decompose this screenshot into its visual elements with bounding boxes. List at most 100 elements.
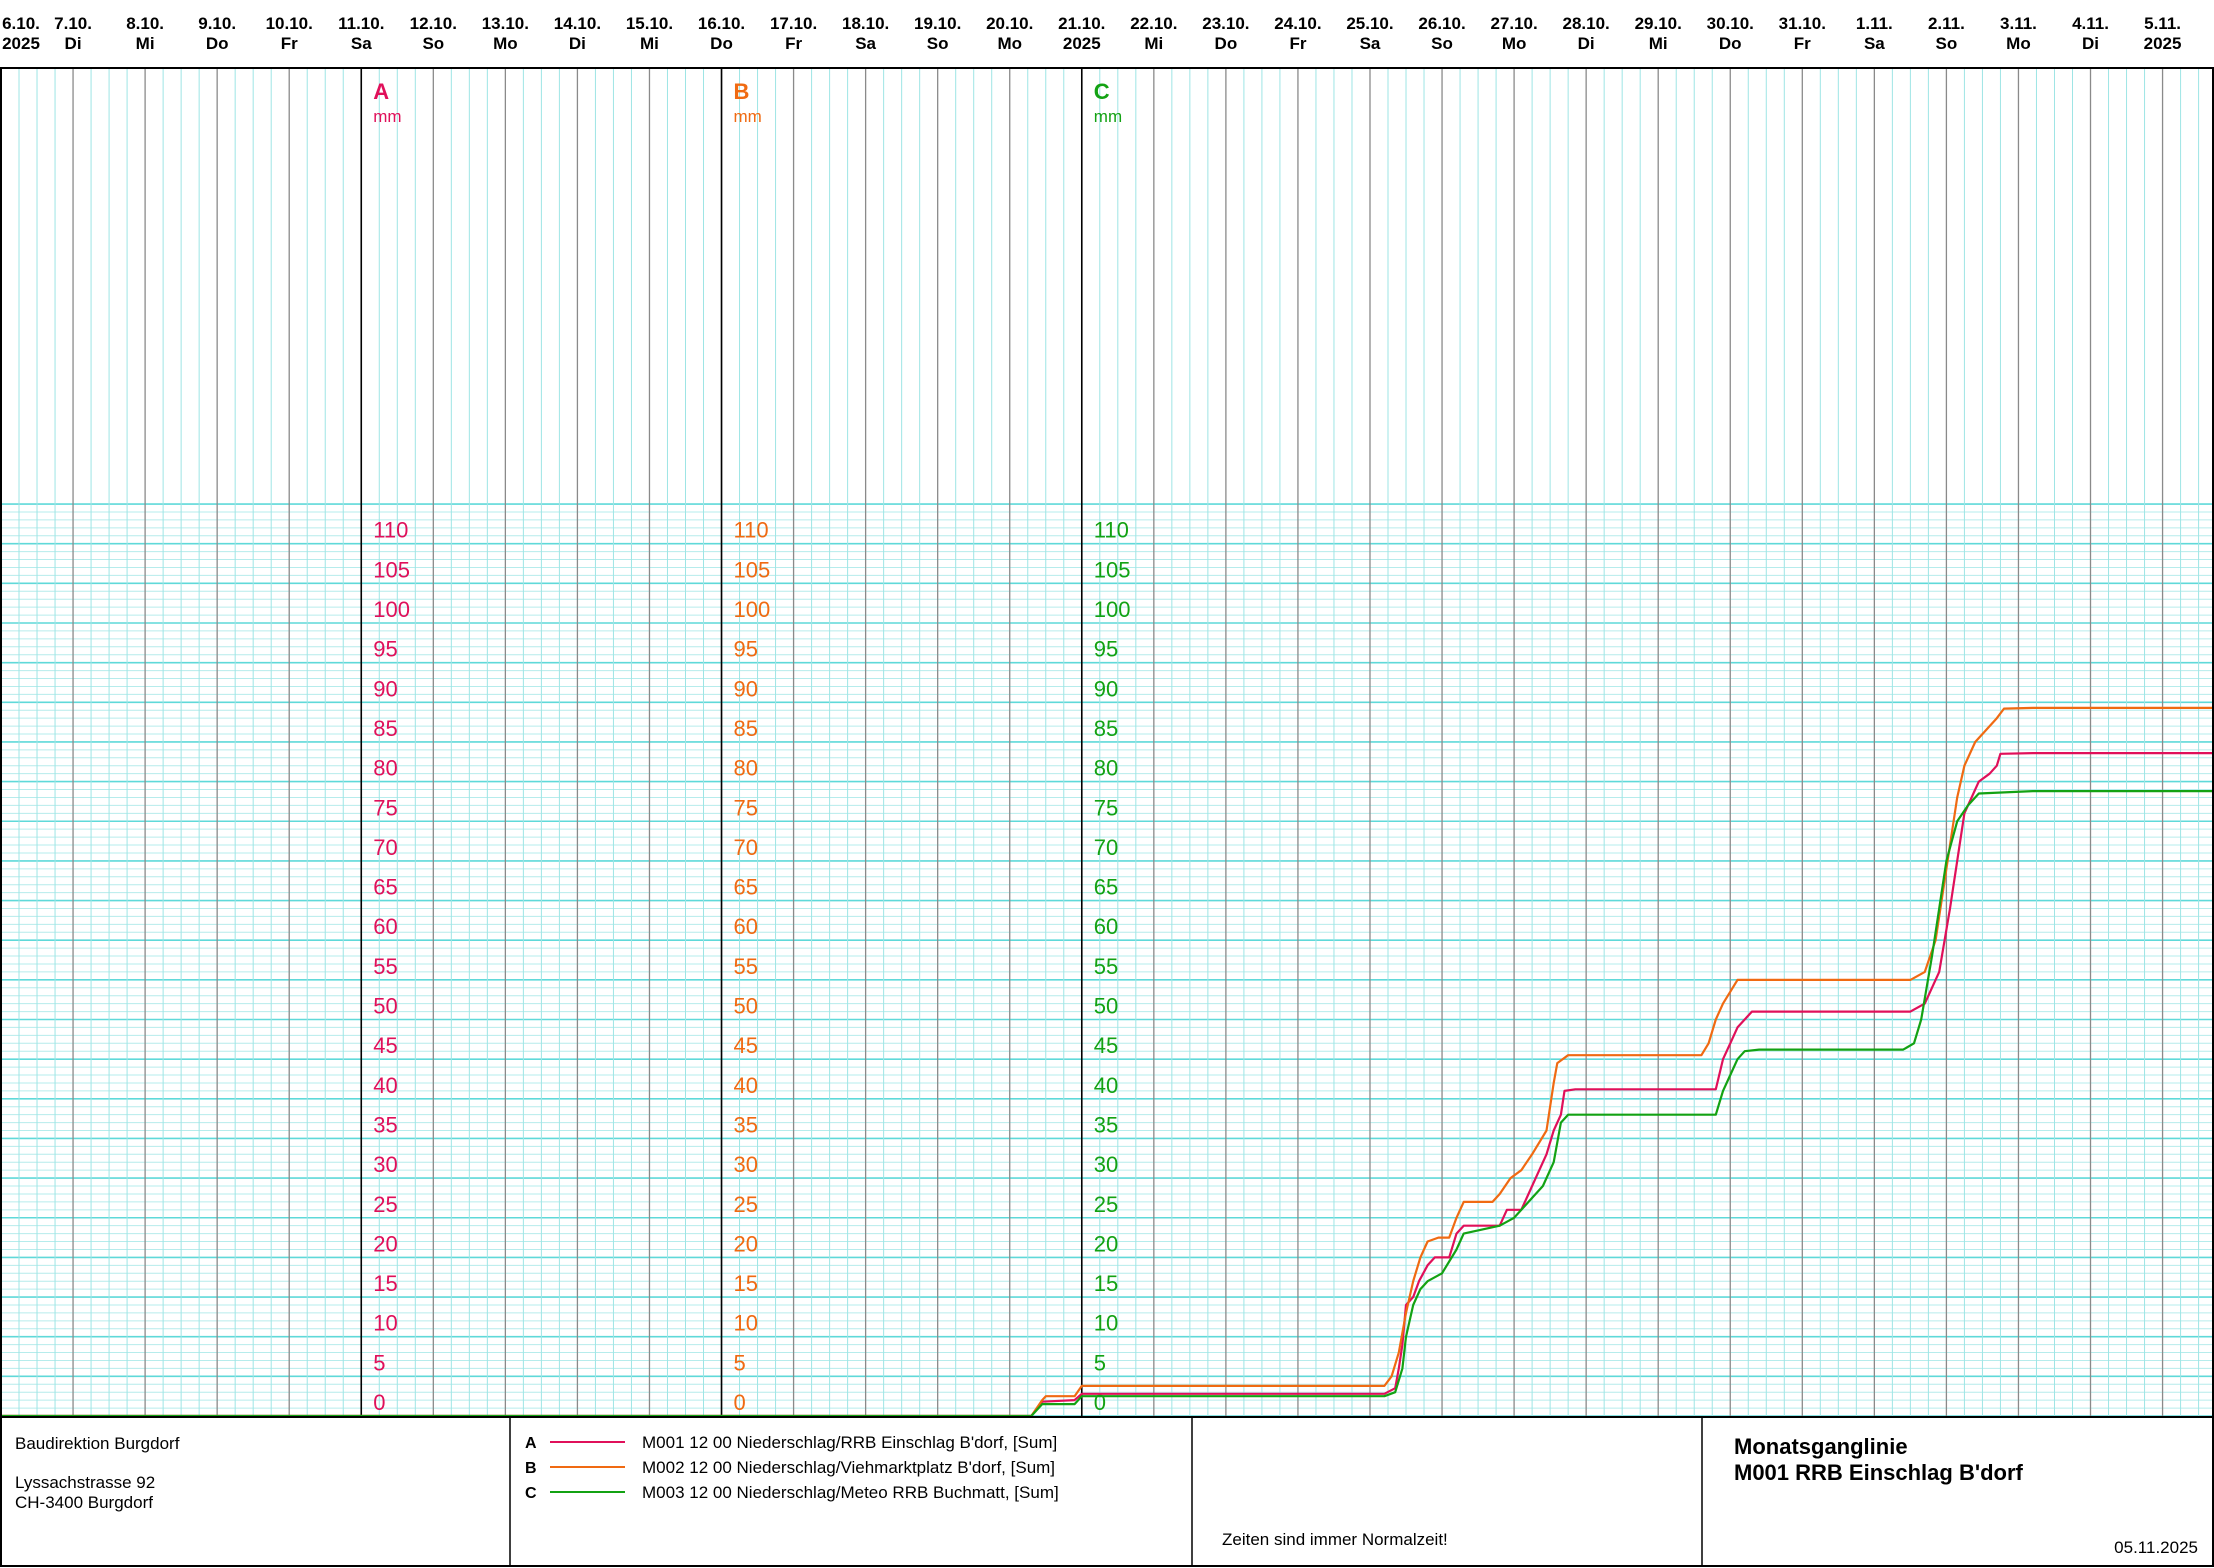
header-date: 7.10. [54, 14, 92, 33]
header-weekday: 2025 [2, 34, 40, 53]
legend-entry: M001 12 00 Niederschlag/RRB Einschlag B'… [642, 1433, 1057, 1452]
header-date: 1.11. [1856, 14, 1893, 33]
y-tick-label: 80 [734, 756, 758, 781]
y-tick-label: 0 [734, 1390, 746, 1415]
y-tick-label: 80 [373, 756, 397, 781]
y-tick-label: 95 [734, 637, 758, 662]
y-tick-label: 35 [734, 1112, 758, 1137]
y-tick-label: 15 [373, 1271, 397, 1296]
header-date: 4.11. [2072, 14, 2109, 33]
header-weekday: Mi [1144, 34, 1163, 53]
y-tick-label: 110 [373, 518, 408, 543]
date-header: 6.10.20257.10.Di8.10.Mi9.10.Do10.10.Fr11… [2, 14, 2181, 53]
header-date: 17.10. [770, 14, 817, 33]
y-tick-label: 55 [734, 954, 758, 979]
y-tick-label: 90 [734, 676, 758, 701]
y-tick-label: 90 [1094, 676, 1118, 701]
y-tick-label: 60 [734, 914, 758, 939]
header-date: 10.10. [266, 14, 313, 33]
y-axis-letter: C [1094, 79, 1110, 104]
header-weekday: Mo [2006, 34, 2031, 53]
header-date: 11.10. [338, 14, 384, 33]
y-tick-label: 95 [1094, 637, 1118, 662]
y-tick-label: 20 [1094, 1231, 1118, 1256]
legend-letter: C [525, 1485, 537, 1502]
y-tick-label: 65 [1094, 875, 1118, 900]
header-weekday: Fr [1289, 34, 1306, 53]
y-axis-unit: mm [373, 107, 401, 126]
y-tick-label: 15 [734, 1271, 758, 1296]
y-axis-letter: A [373, 79, 389, 104]
y-tick-label: 75 [373, 795, 397, 820]
header-weekday: So [1936, 34, 1958, 53]
header-date: 28.10. [1563, 14, 1610, 33]
y-tick-label: 50 [1094, 994, 1118, 1019]
header-date: 31.10. [1779, 14, 1826, 33]
y-tick-label: 45 [734, 1033, 758, 1058]
header-weekday: Di [65, 34, 82, 53]
header-weekday: Di [1578, 34, 1595, 53]
header-weekday: Di [2082, 34, 2099, 53]
y-axis-unit: mm [1094, 107, 1122, 126]
chart-subtitle: M001 RRB Einschlag B'dorf [1734, 1460, 2024, 1485]
header-date: 21.10. [1058, 14, 1105, 33]
header-date: 23.10. [1202, 14, 1249, 33]
header-weekday: Do [1719, 34, 1742, 53]
header-weekday: 2025 [1063, 34, 1101, 53]
legend-letter: A [525, 1435, 537, 1452]
y-tick-label: 50 [373, 994, 397, 1019]
y-tick-label: 100 [734, 597, 771, 622]
y-tick-label: 45 [373, 1033, 397, 1058]
header-weekday: Do [710, 34, 733, 53]
header-weekday: Mi [1649, 34, 1668, 53]
y-tick-label: 5 [734, 1350, 746, 1375]
header-weekday: Mo [997, 34, 1022, 53]
org-name: Baudirektion Burgdorf [15, 1434, 180, 1453]
header-date: 12.10. [410, 14, 457, 33]
legend-entry: M002 12 00 Niederschlag/Viehmarktplatz B… [642, 1458, 1055, 1477]
y-tick-label: 35 [373, 1112, 397, 1137]
y-tick-label: 30 [734, 1152, 758, 1177]
y-tick-label: 45 [1094, 1033, 1118, 1058]
y-tick-label: 75 [734, 795, 758, 820]
org-street: Lyssachstrasse 92 [15, 1473, 155, 1492]
header-date: 2.11. [1928, 14, 1965, 33]
header-date: 26.10. [1418, 14, 1465, 33]
y-tick-label: 65 [373, 875, 397, 900]
series-line-c [1, 790, 2213, 1418]
y-tick-label: 40 [734, 1073, 758, 1098]
header-date: 22.10. [1130, 14, 1177, 33]
header-weekday: So [422, 34, 444, 53]
print-date: 05.11.2025 [2114, 1538, 2198, 1557]
header-date: 14.10. [554, 14, 601, 33]
y-tick-label: 0 [373, 1390, 385, 1415]
header-weekday: Mo [493, 34, 518, 53]
header-date: 15.10. [626, 14, 673, 33]
header-date: 6.10. [2, 14, 40, 33]
y-tick-label: 70 [1094, 835, 1118, 860]
header-weekday: Di [569, 34, 586, 53]
org-city: CH-3400 Burgdorf [15, 1493, 153, 1512]
chart-title: Monatsganglinie [1734, 1434, 1908, 1459]
y-tick-label: 105 [373, 557, 410, 582]
y-tick-label: 110 [1094, 518, 1129, 543]
header-date: 24.10. [1274, 14, 1321, 33]
y-axes: Amm0510152025303540455055606570758085909… [360, 68, 1131, 1417]
y-tick-label: 70 [734, 835, 758, 860]
header-date: 25.10. [1346, 14, 1393, 33]
header-date: 13.10. [482, 14, 529, 33]
header-date: 19.10. [914, 14, 961, 33]
header-weekday: Sa [1864, 34, 1885, 53]
series-lines [1, 706, 2213, 1418]
legend: A M001 12 00 Niederschlag/RRB Einschlag B… [525, 1433, 1059, 1502]
series-line-b [1, 706, 2213, 1418]
header-weekday: Do [1215, 34, 1238, 53]
y-tick-label: 80 [1094, 756, 1118, 781]
y-tick-label: 25 [373, 1192, 397, 1217]
y-tick-label: 105 [734, 557, 771, 582]
y-tick-label: 20 [734, 1231, 758, 1256]
header-date: 20.10. [986, 14, 1033, 33]
y-tick-label: 100 [1094, 597, 1131, 622]
